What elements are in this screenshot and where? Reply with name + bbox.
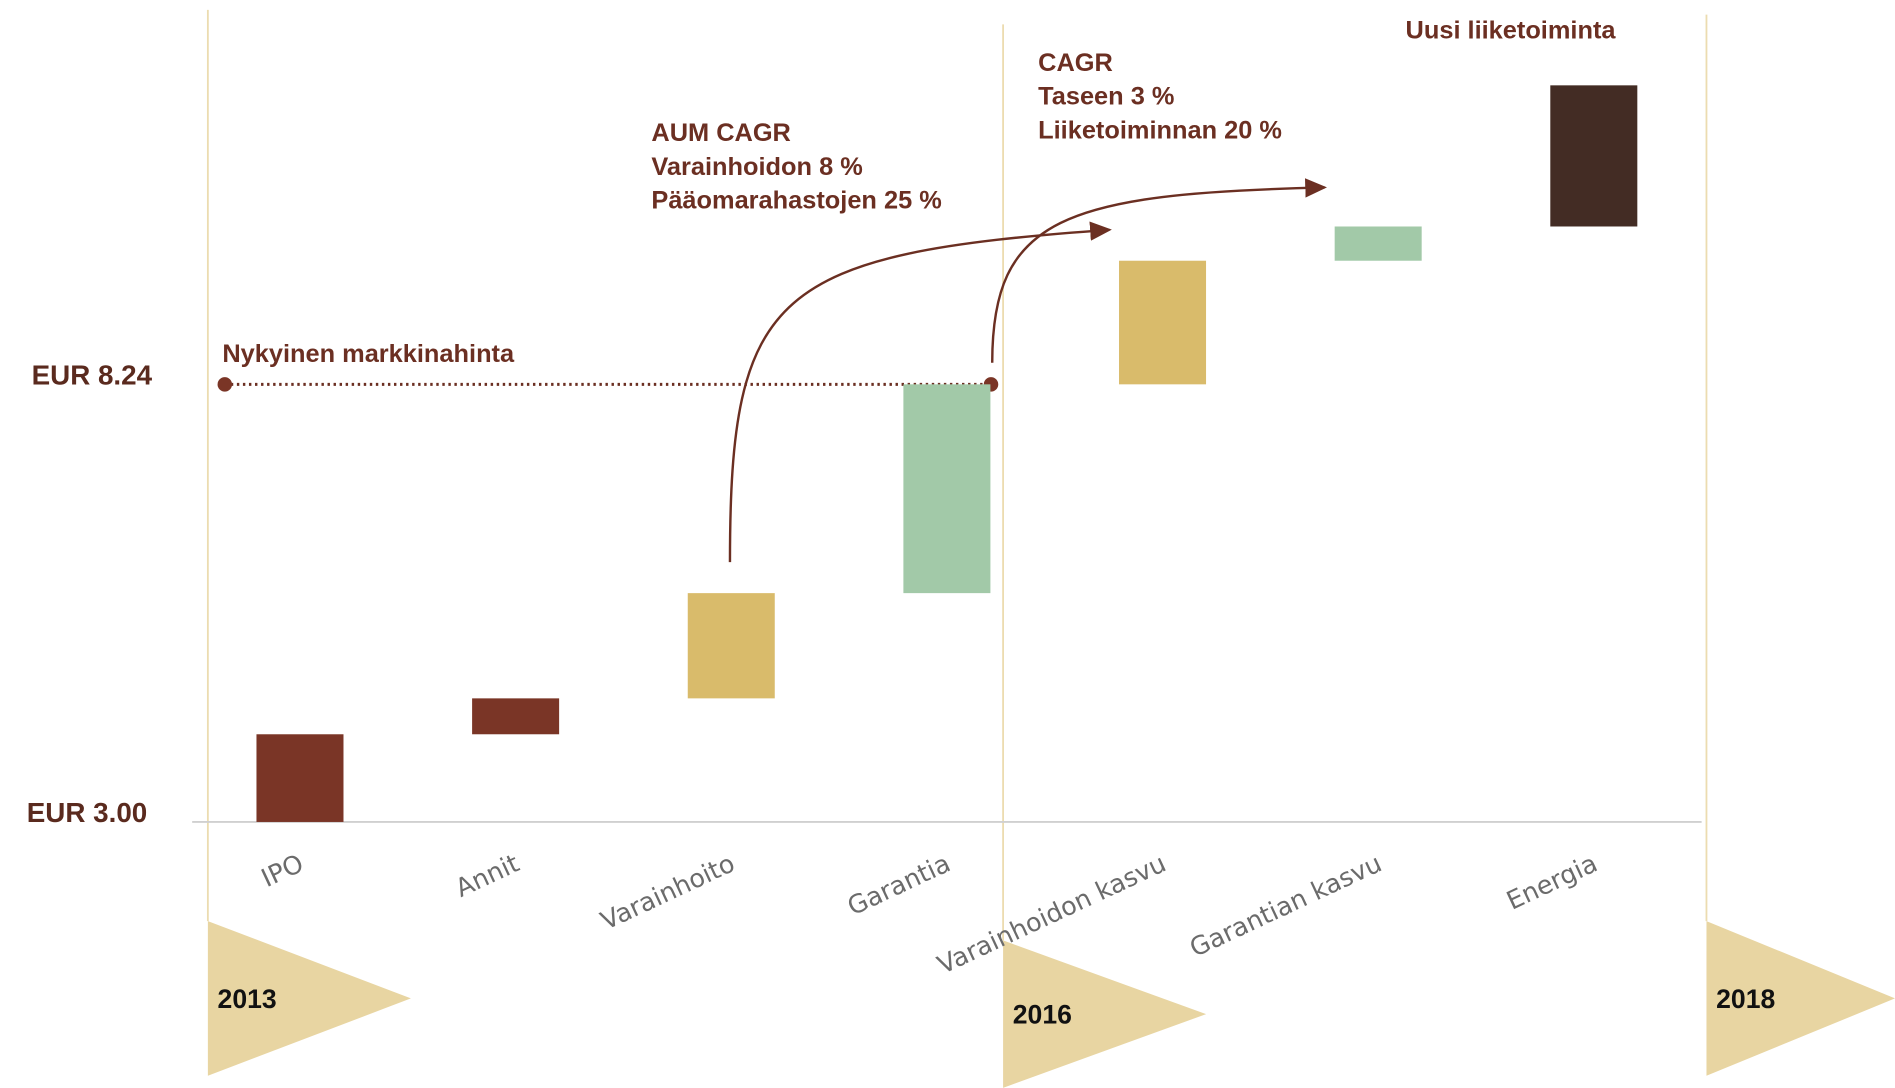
x-tick-label: Varainhoito (596, 848, 739, 936)
timeline-arrow (1706, 921, 1895, 1076)
bar (687, 593, 775, 699)
timeline-arrow (207, 921, 411, 1076)
plot: EUR 3.00 EUR 8.24 IPO Annit Varainhoito Garan… (27, 85, 1638, 980)
year-label: 2018 (1716, 984, 1775, 1014)
annotation: Uusi liiketoiminta (1406, 16, 1617, 44)
y-tick-label: EUR 8.24 (32, 359, 153, 390)
bar (903, 384, 991, 594)
annotation: Nykyinen markkinahinta (222, 340, 515, 368)
bar (1334, 226, 1422, 261)
bar (472, 698, 560, 735)
annotation: Liiketoiminnan 20 % (1038, 117, 1282, 145)
x-tick-label: Annit (451, 848, 524, 903)
annotation: AUM CAGR (651, 119, 790, 147)
x-tick-label: Garantia (843, 848, 955, 922)
x-tick-label: Energia (1502, 848, 1602, 916)
bar (1119, 260, 1207, 385)
year-label: 2013 (218, 984, 277, 1014)
annotation: Pääomarahastojen 25 % (651, 187, 941, 215)
year-label: 2016 (1013, 1000, 1072, 1030)
bar (1550, 85, 1638, 227)
timeline-arrow (1003, 940, 1207, 1088)
bar (256, 734, 344, 822)
growth-arrow (728, 221, 1112, 563)
reference-dot (217, 377, 233, 392)
x-tick-label: Garantian kasvu (1185, 848, 1386, 963)
annotation: Taseen 3 % (1038, 83, 1174, 111)
y-tick-label: EUR 3.00 (27, 797, 147, 828)
annotation: CAGR (1038, 49, 1113, 77)
growth-arrow (991, 178, 1327, 363)
annotation: Varainhoidon 8 % (651, 153, 862, 181)
x-tick-label: IPO (256, 848, 307, 893)
